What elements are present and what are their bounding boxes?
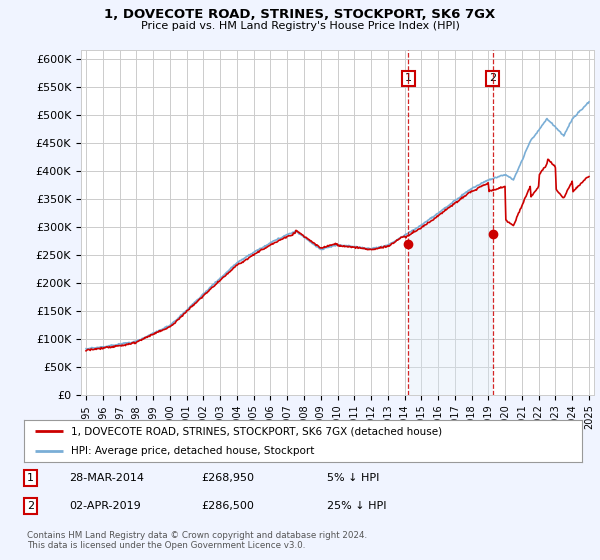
Text: 28-MAR-2014: 28-MAR-2014 bbox=[69, 473, 144, 483]
Text: 1, DOVECOTE ROAD, STRINES, STOCKPORT, SK6 7GX: 1, DOVECOTE ROAD, STRINES, STOCKPORT, SK… bbox=[104, 8, 496, 21]
Text: £286,500: £286,500 bbox=[201, 501, 254, 511]
Text: 2: 2 bbox=[27, 501, 34, 511]
Text: HPI: Average price, detached house, Stockport: HPI: Average price, detached house, Stoc… bbox=[71, 446, 315, 456]
Text: 1: 1 bbox=[405, 73, 412, 83]
Text: £268,950: £268,950 bbox=[201, 473, 254, 483]
Text: 1, DOVECOTE ROAD, STRINES, STOCKPORT, SK6 7GX (detached house): 1, DOVECOTE ROAD, STRINES, STOCKPORT, SK… bbox=[71, 426, 443, 436]
Text: 02-APR-2019: 02-APR-2019 bbox=[69, 501, 141, 511]
Text: Contains HM Land Registry data © Crown copyright and database right 2024.
This d: Contains HM Land Registry data © Crown c… bbox=[27, 531, 367, 550]
Text: 1: 1 bbox=[27, 473, 34, 483]
Text: 2: 2 bbox=[489, 73, 496, 83]
Text: 5% ↓ HPI: 5% ↓ HPI bbox=[327, 473, 379, 483]
Text: 25% ↓ HPI: 25% ↓ HPI bbox=[327, 501, 386, 511]
Text: Price paid vs. HM Land Registry's House Price Index (HPI): Price paid vs. HM Land Registry's House … bbox=[140, 21, 460, 31]
